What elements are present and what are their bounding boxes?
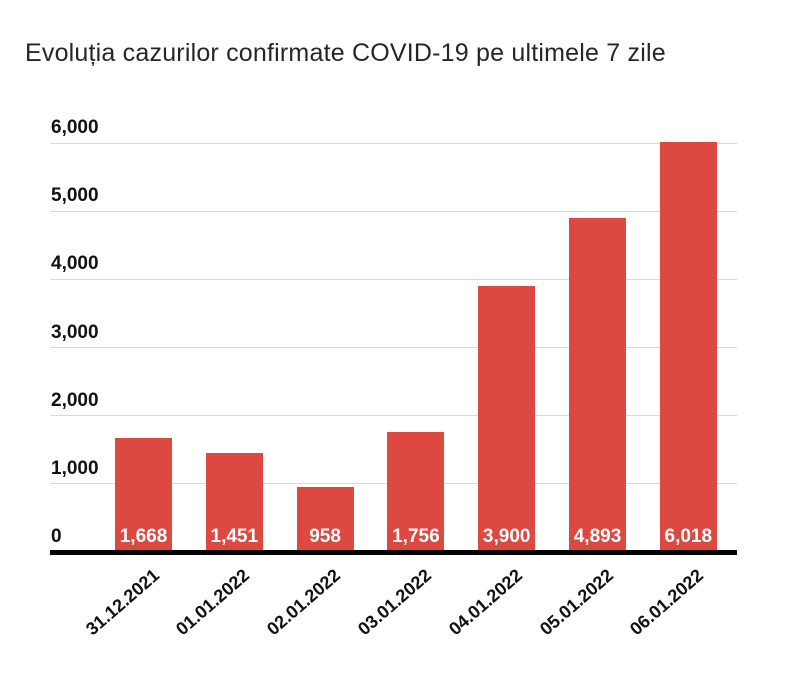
bar[interactable]	[478, 286, 536, 552]
y-axis-tick-label: 2,000	[51, 389, 99, 411]
chart-title: Evoluția cazurilor confirmate COVID-19 p…	[25, 38, 666, 67]
y-axis-tick-label: 6,000	[51, 117, 99, 138]
x-axis-baseline	[50, 550, 737, 555]
bar[interactable]	[205, 453, 263, 552]
bar-chart: 0 1,000 2,000 3,000 4,000 5,000 6,000 1,668 31.1…	[50, 117, 737, 639]
y-axis-tick-label: 5,000	[51, 185, 99, 207]
bar[interactable]	[387, 432, 445, 552]
gridline	[50, 347, 737, 348]
y-axis-tick-label: 3,000	[51, 321, 99, 343]
gridline	[50, 142, 737, 144]
gridline	[50, 415, 737, 417]
bar[interactable]	[569, 218, 626, 552]
y-axis-tick-label: 0	[51, 526, 62, 547]
bar[interactable]	[296, 486, 354, 552]
bar[interactable]	[659, 141, 717, 552]
y-axis-tick-label: 1,000	[51, 457, 99, 479]
bar[interactable]	[115, 438, 172, 552]
gridline	[50, 210, 737, 212]
gridline	[50, 278, 737, 280]
y-axis-tick-label: 4,000	[51, 253, 99, 275]
